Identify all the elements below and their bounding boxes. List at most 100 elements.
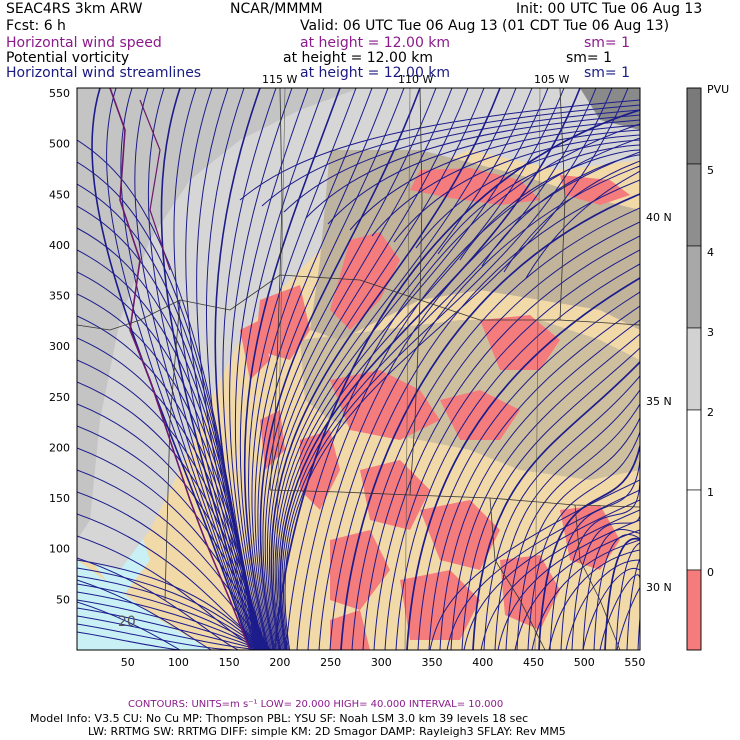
- field-pv-sm: sm= 1: [566, 50, 613, 66]
- streamline: [571, 488, 640, 650]
- x-tick-label: 550: [624, 656, 645, 669]
- y-tick-label: 250: [49, 391, 70, 404]
- streamline: [77, 591, 263, 650]
- colorbar-segment: [686, 327, 702, 411]
- streamline: [251, 88, 373, 650]
- streamline: [483, 375, 640, 650]
- colorbar-segment: [686, 409, 702, 491]
- streamline: [276, 88, 549, 650]
- streamline: [77, 607, 263, 650]
- colorbar-segment: [686, 163, 702, 247]
- x-axis-ticks: 50 100 150 200 250 300 350 400 450 500 550: [121, 656, 646, 669]
- ocean-area: [77, 560, 210, 650]
- streamline: [437, 144, 640, 255]
- streamline: [481, 154, 640, 267]
- colorbar-label: 5: [707, 164, 714, 177]
- colorbar-label: 3: [707, 326, 714, 339]
- field-streamline-name: Horizontal wind streamlines: [6, 65, 202, 81]
- colorbar-label: 4: [707, 246, 714, 259]
- streamline: [318, 165, 640, 650]
- streamline: [239, 88, 325, 650]
- y-axis-ticks: 50 100 150 200 250 300 350 400 450 500 550: [49, 87, 70, 606]
- colorbar-label: 2: [707, 406, 714, 419]
- pv-dark-region: [580, 88, 640, 130]
- field-pv-name: Potential vorticity: [6, 50, 130, 66]
- field-streamline-sm: sm= 1: [584, 65, 631, 81]
- colorbar-segment: [686, 489, 702, 571]
- x-tick-label: 50: [121, 656, 135, 669]
- streamline: [639, 600, 640, 601]
- streamline: [77, 601, 276, 650]
- colorbar-segment: [686, 87, 702, 165]
- streamline: [351, 207, 640, 650]
- plot-frame: [76, 87, 641, 651]
- streamline: [77, 293, 263, 650]
- streamline: [77, 469, 271, 650]
- streamline: [560, 474, 640, 650]
- streamline: [120, 88, 253, 650]
- streamline: [340, 193, 640, 650]
- streamline: [77, 599, 263, 650]
- streamline: [239, 99, 640, 201]
- streamline: [439, 319, 640, 650]
- streamline: [525, 164, 640, 279]
- streamline: [362, 221, 640, 650]
- pv-light-region: [77, 88, 640, 570]
- streamline: [639, 586, 640, 587]
- model-info-line1: Model Info: V3.5 CU: No Cu MP: Thompson …: [30, 712, 529, 725]
- lon-label-110w: 110 W: [398, 73, 433, 86]
- streamline: [274, 88, 533, 650]
- y-tick-label: 150: [49, 492, 70, 505]
- y-tick-label: 100: [49, 543, 70, 556]
- colorbar-segment: [686, 569, 702, 651]
- field-pv-height: at height = 12.00 km: [283, 50, 434, 66]
- streamline: [637, 572, 640, 650]
- river: [139, 99, 171, 271]
- streamline: [417, 291, 640, 650]
- streamline: [259, 88, 421, 650]
- streamline: [279, 88, 581, 650]
- streamline: [307, 151, 640, 650]
- streamline: [285, 123, 640, 650]
- streamline: [497, 519, 640, 650]
- x-tick-label: 500: [574, 656, 595, 669]
- streamline: [270, 88, 501, 650]
- streamline: [527, 431, 640, 650]
- streamline: [77, 447, 270, 650]
- streamline: [282, 88, 613, 650]
- streamline: [384, 249, 640, 650]
- streamline: [593, 516, 640, 650]
- x-tick-label: 350: [422, 656, 443, 669]
- streamline: [604, 530, 640, 650]
- field-wind-speed-sm: sm= 1: [584, 35, 631, 51]
- streamline: [77, 381, 267, 650]
- streamline: [283, 109, 640, 213]
- streamline: [305, 114, 640, 219]
- streamline: [77, 337, 265, 650]
- streamline: [269, 88, 485, 650]
- colorbar: PVU 5 4 3 2 1 0: [686, 83, 729, 651]
- streamline: [446, 489, 640, 650]
- streamline: [77, 249, 261, 650]
- streamline: [599, 574, 640, 650]
- streamline: [248, 88, 357, 650]
- streamline: [514, 529, 640, 650]
- streamline: [329, 179, 640, 650]
- streamline: [257, 88, 405, 650]
- streamline: [472, 361, 640, 650]
- colorbar-frame: [686, 87, 702, 651]
- streamline: [272, 88, 517, 650]
- wind-streamlines: [77, 88, 640, 650]
- y-tick-label: 500: [49, 138, 70, 151]
- lat-label-30n: 30 N: [646, 581, 672, 594]
- init-time: Init: 00 UTC Tue 06 Aug 13: [516, 1, 703, 17]
- x-tick-label: 300: [371, 656, 392, 669]
- x-tick-label: 400: [472, 656, 493, 669]
- streamline: [274, 109, 640, 650]
- lon-label-115w: 115 W: [262, 73, 297, 86]
- x-tick-label: 100: [168, 656, 189, 669]
- weather-map: 50 100 150 200 250 300 350 400 450 500 550 5010015…: [49, 73, 729, 669]
- streamline: [77, 513, 273, 650]
- streamline: [77, 631, 262, 650]
- streamline: [371, 129, 640, 237]
